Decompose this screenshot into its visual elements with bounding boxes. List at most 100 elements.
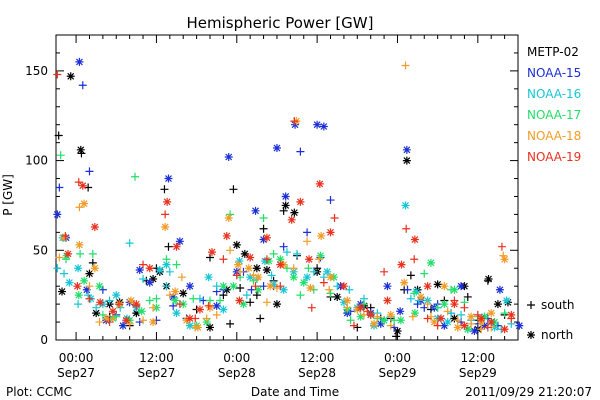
point-north-noaa-15 [185, 282, 194, 291]
point-south-noaa-15 [457, 318, 466, 327]
point-north-noaa-19 [296, 197, 305, 206]
point-south-noaa-19 [74, 178, 83, 187]
point-north-metp-02 [179, 289, 188, 298]
point-north-noaa-16 [235, 257, 244, 266]
point-north-noaa-16 [98, 300, 107, 309]
point-south-noaa-17 [56, 151, 65, 160]
point-north-noaa-19 [90, 222, 99, 231]
point-north-noaa-18 [487, 309, 496, 318]
point-north-noaa-19 [73, 282, 82, 291]
point-north-noaa-17 [480, 312, 489, 321]
x-tick-label-date: Sep28 [298, 366, 336, 380]
point-north-noaa-18 [161, 222, 170, 231]
legend-marker-label: south [541, 298, 575, 312]
point-south-noaa-15 [390, 323, 399, 332]
point-north-noaa-15 [440, 321, 449, 330]
point-north-noaa-15 [396, 307, 405, 316]
point-south-noaa-18 [55, 253, 64, 262]
point-north-noaa-16 [443, 318, 452, 327]
point-north-noaa-17 [137, 307, 146, 316]
point-south-noaa-19 [483, 323, 492, 332]
point-north-noaa-15 [313, 120, 322, 129]
x-tick-label-time: 12:00 [300, 351, 335, 365]
point-north-noaa-15 [480, 321, 489, 330]
point-south-noaa-15 [85, 167, 94, 176]
point-south-noaa-19 [105, 318, 114, 327]
point-north-noaa-15 [145, 278, 154, 287]
point-north-noaa-15 [402, 145, 411, 154]
point-north-noaa-18 [244, 264, 253, 273]
point-south-noaa-16 [414, 296, 423, 305]
point-north-noaa-17 [380, 316, 389, 325]
point-south-noaa-19 [61, 231, 70, 240]
point-south-noaa-19 [290, 117, 299, 126]
point-north-noaa-15 [319, 122, 328, 131]
point-north-noaa-19 [507, 310, 516, 319]
x-tick-label-time: 0:00 [223, 351, 250, 365]
point-south-metp-02 [54, 131, 63, 140]
point-south-noaa-17 [326, 289, 335, 298]
y-tick-label: 100 [25, 154, 48, 168]
point-south-noaa-18 [95, 318, 104, 327]
point-south-noaa-19 [53, 70, 62, 79]
x-tick-label-date: Sep27 [137, 366, 175, 380]
point-north-noaa-15 [291, 120, 300, 129]
point-south-noaa-15 [279, 242, 288, 251]
point-south-metp-02 [392, 332, 401, 341]
point-south-metp-02 [353, 323, 362, 332]
point-north-noaa-15 [259, 235, 268, 244]
point-south-noaa-18 [426, 312, 435, 321]
point-south-noaa-17 [189, 294, 198, 303]
point-south-noaa-18 [236, 267, 245, 276]
point-north-noaa-19 [450, 300, 459, 309]
point-south-noaa-18 [303, 237, 312, 246]
point-north-metp-02 [272, 300, 281, 309]
point-north-metp-02 [262, 266, 271, 275]
point-south-noaa-18 [75, 203, 84, 212]
point-south-noaa-19 [204, 301, 213, 310]
point-north-noaa-17 [80, 276, 89, 285]
point-north-noaa-19 [366, 310, 375, 319]
point-south-noaa-18 [212, 310, 221, 319]
point-north-noaa-17 [356, 312, 365, 321]
point-south-noaa-15 [420, 303, 429, 312]
point-south-noaa-16 [283, 248, 291, 257]
point-north-noaa-18 [234, 260, 243, 269]
point-north-noaa-15 [457, 282, 466, 291]
point-north-noaa-17 [396, 316, 405, 325]
point-north-noaa-18 [224, 214, 233, 222]
point-south-metp-02 [246, 298, 255, 307]
point-south-noaa-19 [232, 271, 241, 280]
point-north-noaa-18 [206, 303, 214, 312]
point-south-noaa-15 [98, 285, 107, 294]
point-north-noaa-15 [175, 237, 184, 246]
point-south-noaa-18 [477, 325, 486, 334]
point-north-noaa-18 [266, 282, 275, 291]
point-south-noaa-19 [497, 242, 506, 251]
point-south-metp-02 [229, 185, 238, 194]
point-north-noaa-15 [470, 327, 479, 336]
point-north-noaa-17 [463, 325, 472, 334]
point-north-metp-02 [484, 275, 493, 283]
point-south-metp-02 [84, 183, 93, 192]
point-north-noaa-18 [60, 233, 69, 242]
point-north-noaa-16 [162, 260, 171, 269]
point-north-noaa-19 [195, 305, 204, 314]
point-south-noaa-15 [303, 228, 312, 237]
point-north-noaa-19 [163, 197, 172, 206]
point-south-noaa-15 [473, 319, 482, 328]
point-south-noaa-19 [85, 294, 94, 303]
point-south-noaa-15 [199, 296, 208, 305]
point-south-metp-02 [259, 224, 268, 233]
point-north-noaa-19 [122, 316, 131, 325]
point-south-noaa-19 [330, 214, 339, 222]
point-north-noaa-19 [96, 298, 105, 307]
point-south-noaa-18 [423, 300, 432, 309]
point-south-noaa-16 [212, 282, 221, 291]
point-north-noaa-16 [172, 309, 181, 318]
point-north-noaa-19 [64, 249, 73, 258]
point-north-noaa-19 [315, 179, 324, 188]
point-south-noaa-19 [402, 224, 411, 233]
point-north-noaa-18 [317, 231, 326, 240]
x-tick-label-date: Sep29 [379, 366, 417, 380]
